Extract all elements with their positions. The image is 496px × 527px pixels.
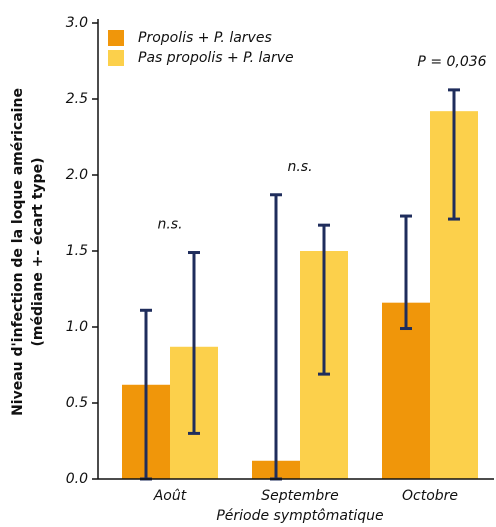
x-tick-label: Octobre bbox=[402, 488, 458, 504]
y-tick-label: 0.0 bbox=[66, 471, 88, 487]
y-tick-label: 2.5 bbox=[66, 91, 88, 107]
x-axis-label: Période symptômatique bbox=[216, 508, 383, 524]
legend-label: Propolis + P. larves bbox=[138, 30, 272, 46]
y-axis-label: Niveau d'infection de la loque américain… bbox=[10, 88, 26, 416]
annotation: n.s. bbox=[287, 159, 312, 175]
annotation: P = 0,036 bbox=[417, 54, 486, 70]
error-bar bbox=[318, 223, 330, 376]
y-tick-label: 2.0 bbox=[66, 167, 88, 183]
error-bar bbox=[270, 193, 282, 481]
annotation: n.s. bbox=[157, 217, 182, 233]
y-tick-label: 0.5 bbox=[66, 395, 88, 411]
error-bar bbox=[188, 251, 200, 435]
legend-swatch bbox=[108, 50, 124, 66]
error-bar bbox=[400, 214, 412, 331]
legend-label: Pas propolis + P. larve bbox=[138, 50, 294, 66]
legend-swatch bbox=[108, 30, 124, 46]
bar bbox=[382, 302, 430, 479]
error-bar bbox=[448, 88, 460, 221]
y-tick-label: 1.0 bbox=[66, 319, 88, 335]
y-axis-label: (médiane +- écart type) bbox=[30, 158, 46, 347]
x-tick-label: Septembre bbox=[261, 488, 338, 504]
y-tick-label: 3.0 bbox=[66, 15, 88, 31]
y-tick-label: 1.5 bbox=[66, 243, 88, 259]
x-tick-label: Août bbox=[153, 488, 187, 504]
